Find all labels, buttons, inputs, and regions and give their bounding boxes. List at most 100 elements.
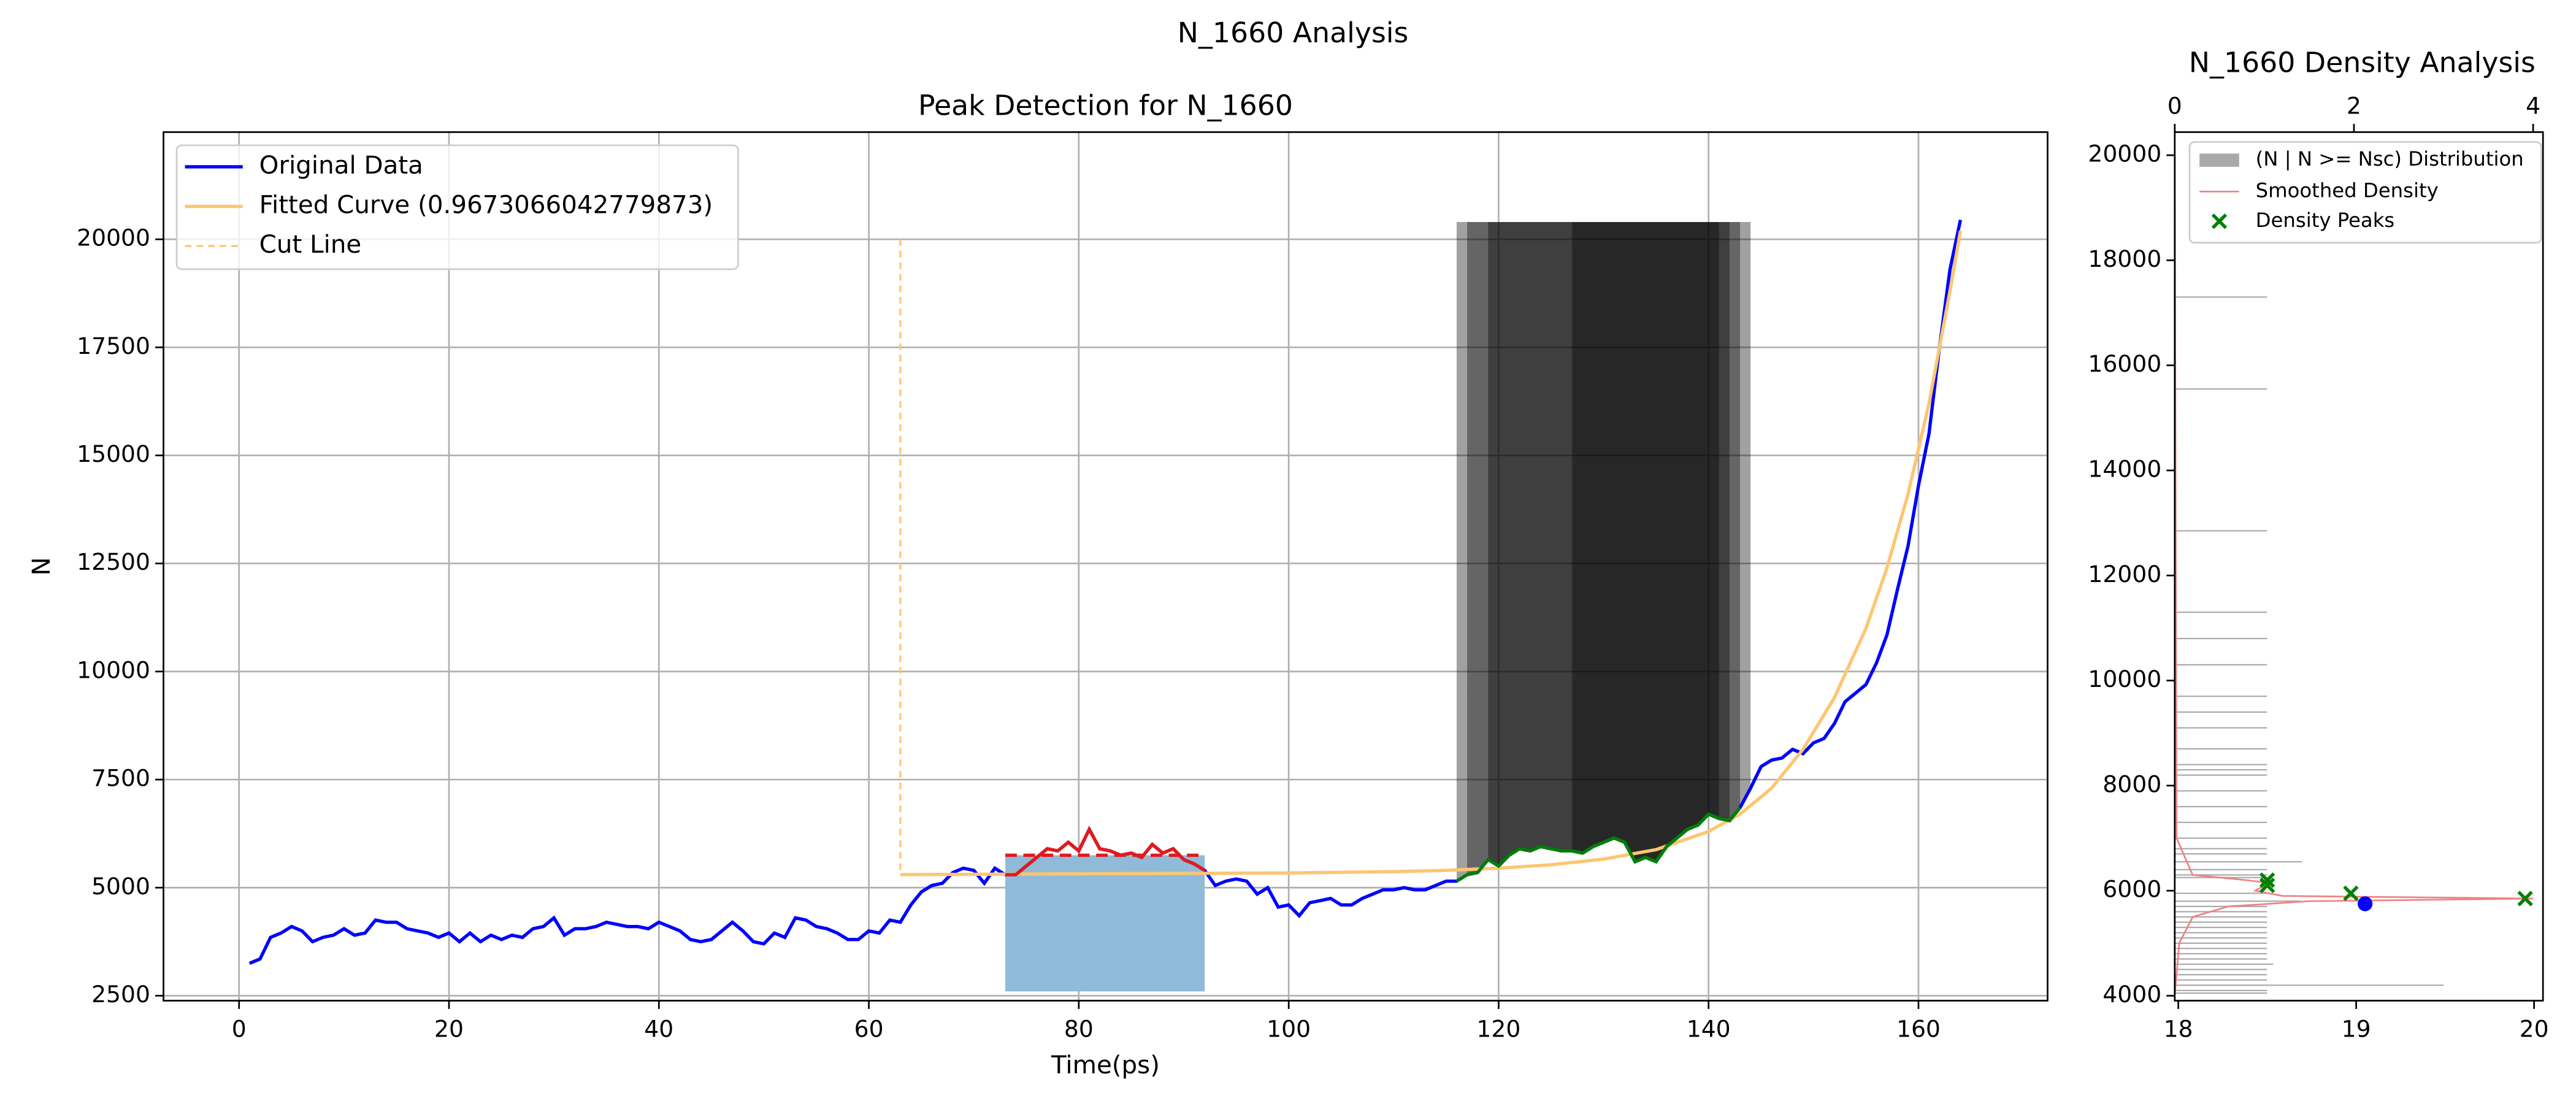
figure-title: N_1660 Analysis — [1178, 17, 1409, 49]
legend-label: Original Data — [259, 151, 423, 180]
x-tick-label: 60 — [854, 1016, 884, 1043]
smoothed-density — [2174, 155, 2534, 996]
y-tick-label: 16000 — [2088, 350, 2161, 377]
histogram-bar — [2174, 984, 2444, 986]
histogram-bar — [2174, 530, 2267, 532]
legend-label: (N | N >= Nsc) Distribution — [2256, 147, 2524, 171]
x-axis-label: Time(ps) — [1051, 1051, 1160, 1079]
legend: (N | N >= Nsc) Distribution Smoothed Dens… — [2188, 141, 2542, 244]
y-tick-label: 20000 — [77, 224, 150, 251]
y-axis-label: N — [27, 557, 56, 575]
highlight-segment — [1005, 826, 1206, 876]
histogram-bar — [2174, 937, 2267, 939]
histogram-bar — [2174, 611, 2267, 613]
histogram-bar — [2174, 905, 2267, 907]
histogram-bar — [2174, 992, 2267, 994]
histogram-bar — [2174, 953, 2267, 955]
histogram-bar — [2174, 853, 2267, 855]
shaded-region — [1456, 221, 1751, 881]
histogram-bar — [2174, 900, 2301, 902]
y-tick-label: 8000 — [2103, 770, 2161, 797]
x-tick-label: 80 — [1064, 1016, 1094, 1043]
histogram-bar — [2174, 868, 2267, 871]
x2-tick-label: 2 — [2347, 93, 2361, 120]
x-tick-label: 160 — [1896, 1016, 1941, 1043]
shaded-region — [1572, 221, 1719, 862]
histogram-bar — [2174, 296, 2267, 298]
x2-tick-label: 4 — [2526, 93, 2540, 120]
histogram-bar — [2174, 861, 2302, 863]
y-tick-label: 2500 — [91, 981, 150, 1008]
y-tick-label: 12500 — [77, 548, 150, 575]
y-tick-label: 7500 — [91, 765, 150, 792]
histogram-bar — [2174, 696, 2267, 697]
histogram-bar — [2174, 664, 2267, 665]
y-tick-label: 17500 — [77, 332, 150, 359]
x-tick-label: 0 — [232, 1016, 247, 1043]
y-tick-label: 12000 — [2088, 561, 2161, 588]
legend-label: Smoothed Density — [2256, 178, 2439, 202]
histogram-bar — [2174, 821, 2267, 823]
y-tick-label: 6000 — [2103, 876, 2161, 903]
histogram-bar — [2174, 637, 2267, 640]
y-tick-label: 10000 — [2088, 665, 2161, 692]
histogram-bar — [2174, 958, 2267, 960]
x-tick-label: 40 — [644, 1016, 673, 1043]
histogram-bar — [2174, 806, 2267, 808]
histogram-bar — [2174, 927, 2267, 929]
density-peak — [2259, 877, 2275, 894]
histogram-bar — [2174, 989, 2267, 992]
histogram-bar — [2174, 388, 2267, 390]
histogram-bar — [2174, 874, 2267, 876]
axes-title: Peak Detection for N_1660 — [918, 90, 1293, 122]
x-tick-label: 20 — [434, 1016, 464, 1043]
axes-frame — [163, 131, 2049, 1002]
x-tick-label: 120 — [1476, 1016, 1520, 1043]
legend-label: Fitted Curve (0.9673066042779873) — [259, 191, 713, 220]
legend-box — [2188, 141, 2542, 244]
histogram-bar — [2174, 790, 2267, 792]
y-tick-label: 10000 — [77, 656, 150, 683]
x-tick-label: 140 — [1687, 1016, 1731, 1043]
legend-label: Cut Line — [259, 230, 362, 259]
highlight-segment — [1455, 807, 1742, 883]
legend: Original Data Fitted Curve (0.96730660427… — [175, 144, 739, 270]
legend-swatch — [2199, 153, 2239, 167]
histogram-bar — [2174, 892, 2267, 894]
histogram-bar — [2174, 748, 2267, 750]
x2-tick-label: 0 — [2168, 93, 2182, 120]
histogram-bar — [2174, 911, 2267, 913]
x-tick-label: 19 — [2342, 1016, 2371, 1043]
histogram-bar — [2174, 848, 2267, 849]
x-tick-label: 18 — [2164, 1016, 2193, 1043]
legend-box — [175, 144, 739, 270]
density-peak — [2343, 885, 2359, 902]
x-tick-label: 20 — [2520, 1016, 2549, 1043]
y-tick-label: 20000 — [2088, 140, 2161, 167]
histogram-bar — [2174, 968, 2267, 970]
y-tick-label: 14000 — [2088, 455, 2161, 482]
histogram-bar — [2174, 916, 2267, 918]
shaded-region — [1467, 221, 1741, 875]
peak-band — [1005, 855, 1205, 992]
y-tick-label: 15000 — [77, 440, 150, 467]
histogram-bar — [2174, 774, 2267, 776]
shaded-region — [1488, 221, 1730, 867]
histogram-bar — [2174, 764, 2267, 765]
y-tick-label: 18000 — [2088, 245, 2161, 272]
histogram-bar — [2174, 964, 2274, 965]
histogram-bar — [2174, 711, 2267, 713]
x-tick-label: 100 — [1267, 1016, 1311, 1043]
histogram-bar — [2174, 727, 2267, 729]
histogram-bar — [2174, 942, 2267, 944]
density-peak — [2517, 891, 2533, 907]
y-tick-label: 5000 — [91, 873, 150, 900]
marker-point — [2357, 896, 2373, 911]
legend-swatch — [2211, 213, 2228, 229]
histogram-bar — [2174, 948, 2267, 949]
histogram-bar — [2174, 932, 2267, 933]
histogram-bar — [2174, 979, 2267, 981]
axes-title: N_1660 Density Analysis — [2189, 47, 2536, 79]
